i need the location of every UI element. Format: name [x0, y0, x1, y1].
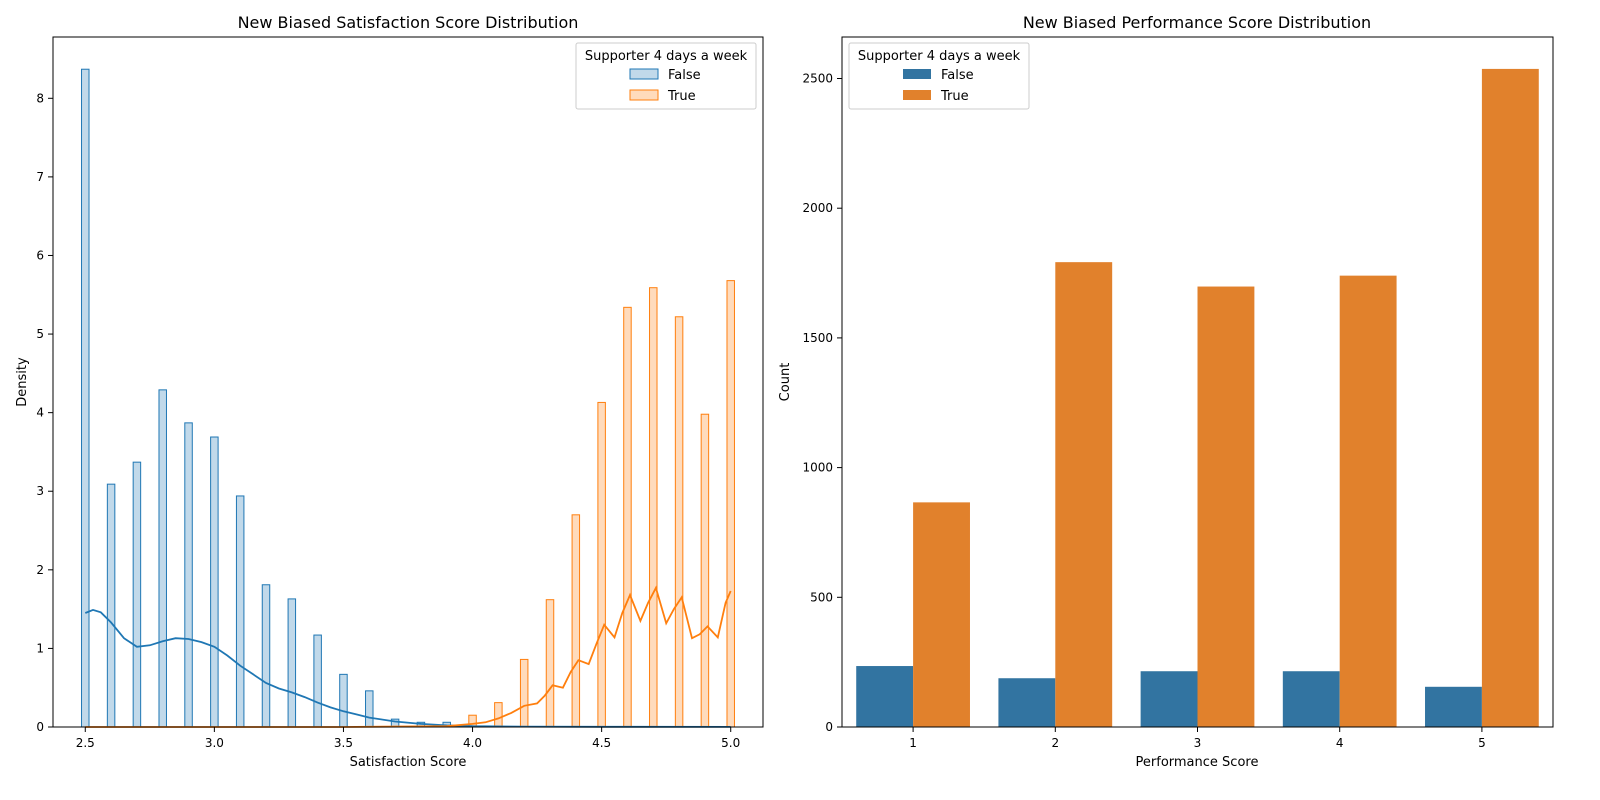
bar-true-5 [1481, 68, 1539, 728]
right-legend-swatch-false [903, 69, 931, 79]
right-legend: Supporter 4 days a week False True [848, 42, 1030, 110]
left-legend-label-false: False [668, 68, 701, 83]
histogram-bar-true [571, 514, 581, 728]
histogram-bar-true [674, 316, 684, 728]
left-x-tick-label: 5.0 [721, 736, 740, 750]
right-chart-title: New Biased Performance Score Distributio… [1023, 13, 1371, 32]
right-y-tick-label: 1000 [802, 461, 833, 475]
left-legend-label-true: True [667, 89, 696, 104]
histogram-bar-false [81, 68, 90, 728]
right-x-tick-label: 5 [1478, 736, 1486, 750]
left-x-tick-label: 4.5 [592, 736, 611, 750]
left-legend-swatch-true [629, 89, 659, 101]
bar-true-1 [913, 502, 970, 727]
right-legend-frame [848, 42, 1030, 110]
kde-line-false [84, 608, 731, 728]
histogram-bar-false [313, 634, 322, 728]
right-y-tick-label: 0 [825, 720, 833, 734]
right-legend-label-true: True [940, 89, 969, 104]
bar-true-3 [1197, 286, 1255, 727]
left-y-tick-label: 7 [36, 170, 44, 184]
left-y-tick-label: 0 [36, 720, 44, 734]
bar-true-2 [1055, 262, 1113, 727]
histogram-bar-false [235, 495, 245, 728]
histogram-bar-true [649, 287, 658, 728]
histogram-bar-false [210, 436, 219, 728]
right-x-tick-label: 2 [1051, 736, 1059, 750]
bar-false-2 [998, 678, 1056, 727]
histogram-bar-false [339, 673, 348, 728]
satisfaction-histogram-chart: New Biased Satisfaction Score Distributi… [15, 13, 764, 770]
right-y-tick-label: 2500 [802, 72, 833, 86]
left-y-tick-label: 6 [36, 248, 44, 262]
left-x-tick-label: 4.0 [463, 736, 482, 750]
left-x-tick-label: 2.5 [76, 736, 95, 750]
right-y-tick-label: 1500 [802, 331, 833, 345]
bar-false-4 [1282, 671, 1340, 727]
left-chart-title: New Biased Satisfaction Score Distributi… [238, 13, 579, 32]
histogram-bar-false [132, 461, 142, 728]
left-x-tick-label: 3.0 [205, 736, 224, 750]
left-x-tick-label: 3.5 [334, 736, 353, 750]
left-legend-frame [575, 42, 757, 110]
bar-true-4 [1339, 275, 1397, 727]
left-legend-title: Supporter 4 days a week [585, 49, 748, 64]
histogram-bar-false [365, 690, 374, 728]
right-legend-label-false: False [941, 68, 974, 83]
histogram-bar-true [623, 306, 632, 728]
left-legend-swatch-false [629, 68, 659, 80]
histogram-bar-true [700, 413, 710, 728]
left-y-tick-label: 1 [36, 641, 44, 655]
left-y-tick-label: 5 [36, 327, 44, 341]
right-y-axis-label: Count [778, 363, 793, 402]
right-x-axis-label: Performance Score [1136, 755, 1259, 770]
histogram-bar-true [494, 702, 503, 728]
histogram-bar-true [519, 658, 529, 728]
right-x-tick-label: 1 [909, 736, 917, 750]
right-x-tick-label: 3 [1194, 736, 1202, 750]
left-plot-frame [52, 36, 764, 728]
left-y-tick-label: 4 [36, 406, 44, 420]
histogram-bar-true [545, 599, 555, 728]
right-plot-frame [841, 36, 1554, 728]
kde-line-true [85, 585, 732, 728]
left-y-axis-label: Density [15, 357, 30, 407]
bar-false-5 [1425, 686, 1482, 727]
histogram-bar-false [287, 598, 297, 728]
left-y-tick-label: 2 [36, 563, 44, 577]
left-y-tick-label: 3 [36, 484, 44, 498]
left-y-tick-label: 8 [36, 91, 44, 105]
histogram-bar-false [261, 584, 271, 728]
histogram-bar-true [597, 401, 606, 728]
right-y-tick-label: 2000 [802, 201, 833, 215]
performance-bar-chart: New Biased Performance Score Distributio… [778, 13, 1554, 770]
right-x-tick-label: 4 [1336, 736, 1344, 750]
right-legend-swatch-true [903, 90, 931, 100]
right-y-tick-label: 500 [810, 590, 833, 604]
histogram-bar-true [726, 280, 735, 728]
histogram-bar-false [184, 422, 193, 728]
histogram-bar-false [106, 483, 116, 728]
histogram-bar-false [158, 389, 167, 728]
right-legend-title: Supporter 4 days a week [858, 49, 1021, 64]
bar-false-3 [1140, 671, 1198, 727]
left-x-axis-label: Satisfaction Score [350, 755, 467, 770]
bar-false-1 [856, 666, 914, 727]
left-legend: Supporter 4 days a week False True [575, 42, 757, 110]
